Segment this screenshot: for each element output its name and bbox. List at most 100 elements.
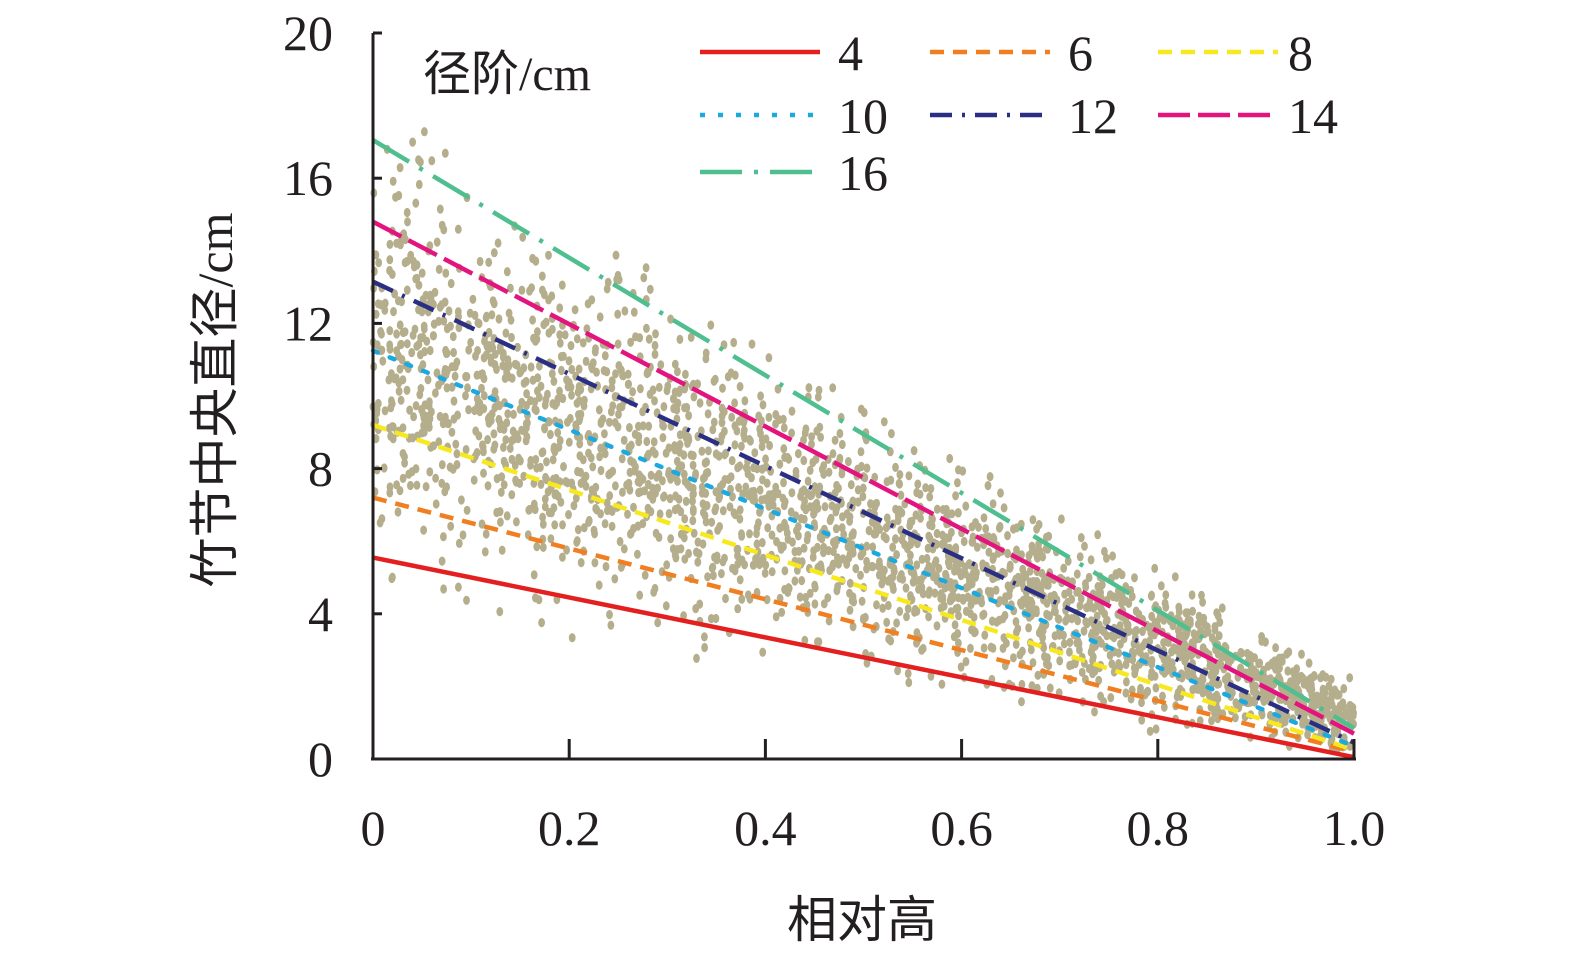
scatter-point	[454, 307, 462, 317]
scatter-point	[389, 176, 397, 186]
scatter-point	[593, 505, 601, 515]
scatter-point	[626, 423, 633, 433]
scatter-point	[1064, 598, 1071, 608]
scatter-point	[748, 473, 755, 483]
scatter-point	[967, 609, 974, 619]
scatter-point	[585, 517, 592, 527]
scatter-point	[538, 271, 546, 281]
scatter-point	[591, 347, 599, 357]
scatter-point	[838, 439, 846, 450]
scatter-point	[781, 518, 788, 529]
scatter-point	[386, 255, 394, 265]
scatter-point	[1027, 645, 1035, 655]
scatter-point	[556, 330, 564, 340]
scatter-point	[412, 274, 420, 284]
scatter-point	[1151, 563, 1159, 574]
scatter-point	[665, 466, 673, 477]
scatter-point	[500, 424, 508, 434]
scatter-point	[549, 455, 557, 465]
scatter-point	[429, 331, 437, 341]
scatter-point	[699, 499, 707, 509]
scatter-point	[614, 339, 622, 349]
scatter-point	[643, 436, 651, 447]
scatter-point	[436, 411, 444, 422]
scatter-point	[904, 604, 912, 614]
scatter-point	[1038, 625, 1046, 636]
scatter-point	[951, 620, 959, 630]
scatter-point	[696, 599, 704, 609]
scatter-point	[419, 332, 427, 343]
scatter-point	[1004, 548, 1012, 559]
scatter-point	[1344, 711, 1352, 721]
scatter-point	[811, 599, 819, 609]
scatter-point	[500, 442, 507, 452]
scatter-point	[680, 533, 688, 543]
scatter-point	[944, 557, 952, 567]
scatter-point	[791, 576, 799, 586]
scatter-point	[571, 305, 579, 315]
scatter-point	[711, 506, 719, 516]
scatter-point	[499, 361, 507, 371]
scatter-point	[727, 368, 735, 378]
scatter-point	[685, 411, 692, 421]
scatter-point	[710, 417, 718, 427]
scatter-point	[514, 342, 521, 352]
scatter-point	[831, 435, 839, 445]
scatter-point	[1293, 664, 1301, 674]
scatter-point	[933, 504, 941, 514]
scatter-point	[405, 469, 413, 479]
scatter-point	[758, 495, 765, 505]
scatter-point	[965, 581, 972, 591]
scatter-point	[1313, 699, 1320, 709]
scatter-point	[1076, 645, 1083, 655]
scatter-point	[409, 137, 416, 147]
scatter-point	[401, 327, 409, 337]
y-tick-label: 16	[283, 150, 333, 206]
scatter-point	[535, 595, 543, 605]
scatter-point	[740, 425, 748, 435]
scatter-point	[654, 618, 662, 628]
scatter-point	[780, 500, 788, 511]
scatter-point	[863, 564, 870, 574]
scatter-point	[669, 394, 677, 404]
scatter-point	[826, 515, 834, 526]
scatter-point	[500, 456, 508, 466]
scatter-point	[607, 620, 615, 630]
scatter-point	[761, 568, 769, 578]
scatter-point	[441, 148, 449, 158]
scatter-point	[508, 332, 515, 343]
scatter-point	[805, 383, 813, 393]
scatter-point	[1060, 639, 1068, 649]
scatter-point	[630, 458, 637, 468]
series-line-12	[372, 279, 1355, 745]
scatter-point	[671, 359, 679, 369]
scatter-point	[493, 474, 501, 484]
scatter-point	[859, 491, 867, 502]
scatter-point	[559, 393, 567, 404]
scatter-point	[712, 613, 720, 624]
scatter-point	[452, 439, 460, 449]
scatter-point	[538, 618, 545, 628]
scatter-point	[1340, 684, 1348, 694]
scatter-point	[378, 329, 385, 339]
scatter-point	[893, 550, 900, 560]
scatter-point	[438, 478, 446, 488]
scatter-point	[491, 387, 499, 397]
scatter-point	[651, 396, 658, 406]
scatter-point	[928, 513, 936, 523]
scatter-point	[1066, 647, 1073, 657]
scatter-point	[386, 239, 394, 249]
scatter-point	[1043, 609, 1050, 620]
scatter-point	[654, 483, 661, 493]
scatter-point	[780, 444, 788, 454]
scatter-point	[780, 423, 788, 433]
scatter-point	[596, 452, 603, 462]
scatter-point	[954, 478, 961, 488]
scatter-point	[778, 607, 786, 618]
scatter-point	[616, 403, 623, 413]
scatter-point	[1191, 635, 1199, 645]
scatter-point	[801, 428, 809, 438]
scatter-point	[635, 437, 643, 447]
scatter-point	[1043, 598, 1051, 608]
scatter-point	[1298, 649, 1305, 659]
